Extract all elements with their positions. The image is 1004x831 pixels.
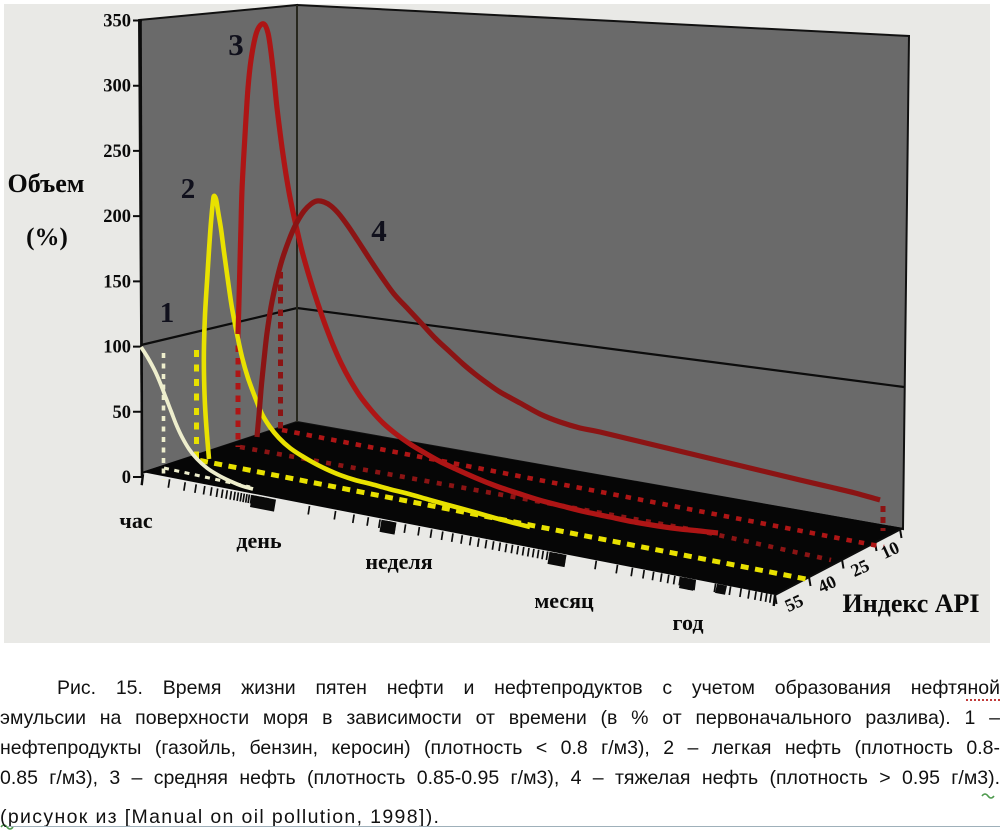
svg-text:Индекс API: Индекс API [842,589,979,618]
svg-text:50: 50 [113,403,132,423]
svg-text:150: 150 [103,272,131,292]
svg-text:месяц: месяц [534,588,594,613]
svg-text:300: 300 [103,77,131,97]
svg-text:3: 3 [228,27,244,62]
svg-text:год: год [673,610,704,635]
svg-text:день: день [236,528,282,553]
svg-text:250: 250 [103,142,131,162]
svg-text:200: 200 [103,207,131,227]
svg-text:100: 100 [103,338,131,358]
svg-text:1: 1 [160,297,175,329]
svg-text:неделя: неделя [365,549,432,574]
svg-text:0: 0 [122,468,131,488]
svg-text:350: 350 [103,12,131,32]
svg-text:(%): (%) [26,224,68,251]
svg-text:2: 2 [181,173,196,205]
svg-text:Объем: Объем [8,169,85,198]
svg-text:4: 4 [371,213,387,248]
svg-text:час: час [119,508,152,533]
